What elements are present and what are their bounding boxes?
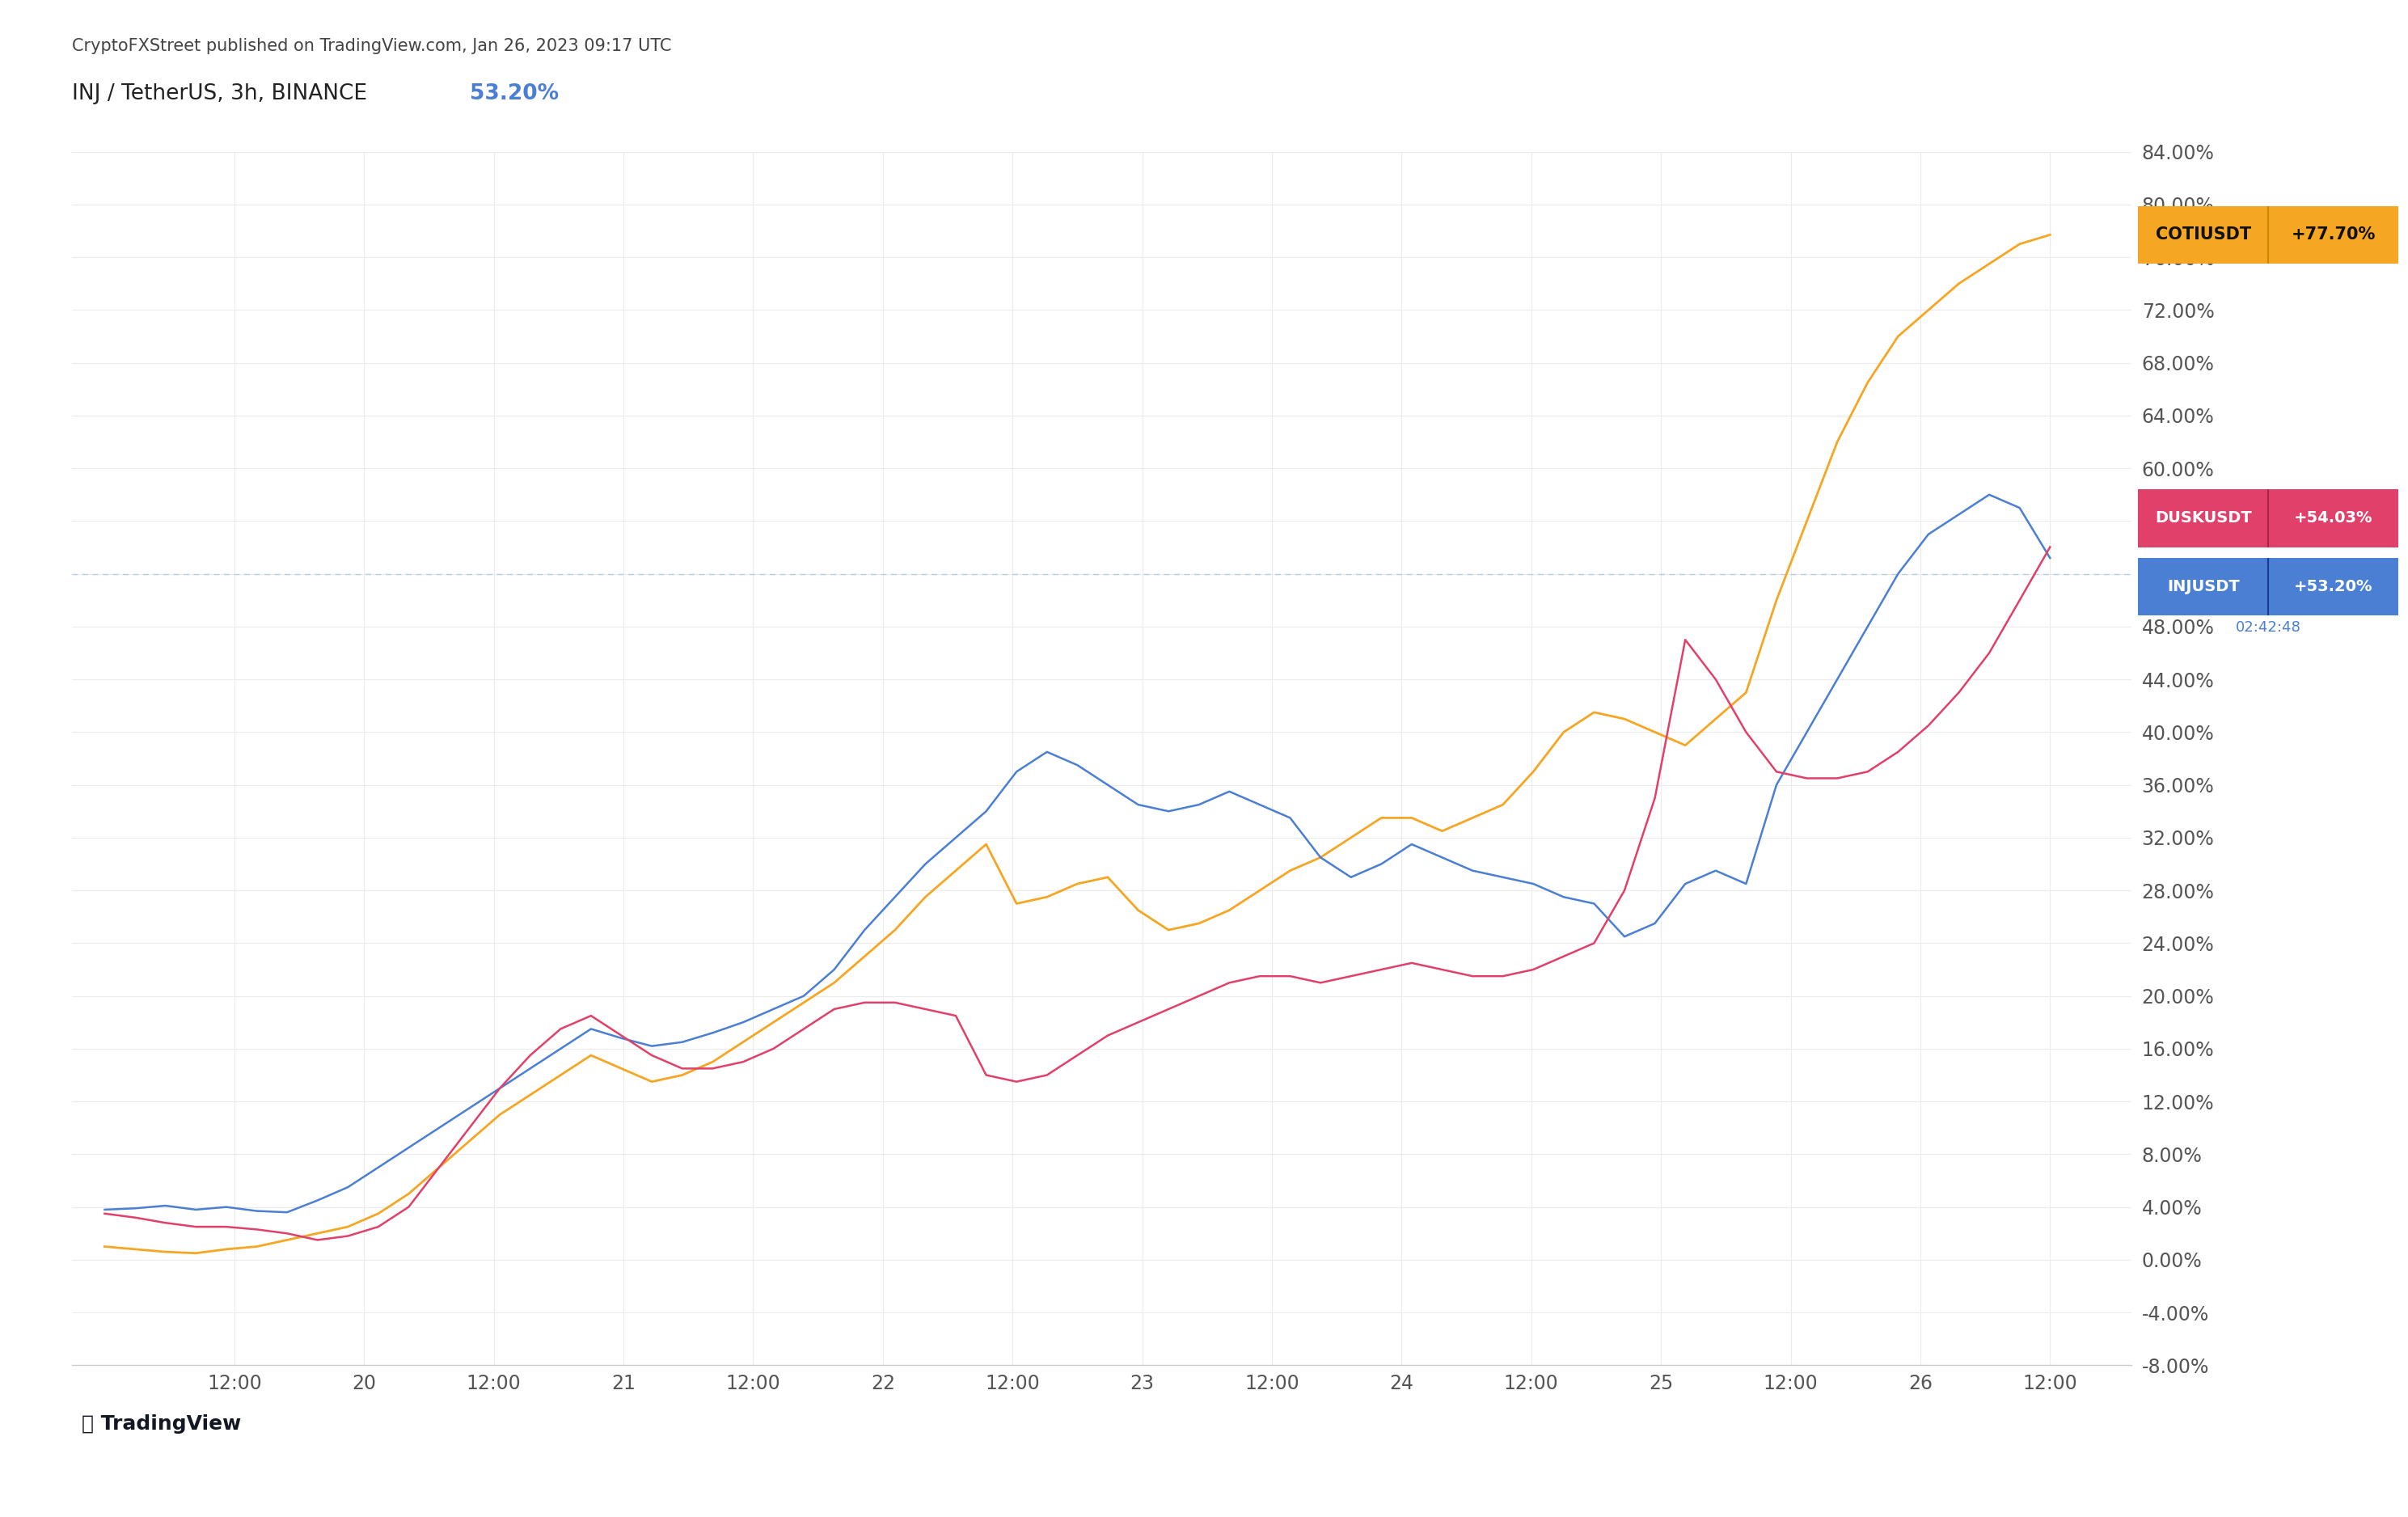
Text: +53.20%: +53.20% — [2295, 579, 2372, 595]
Text: INJUSDT: INJUSDT — [2167, 579, 2239, 595]
Text: CryptoFXStreet published on TradingView.com, Jan 26, 2023 09:17 UTC: CryptoFXStreet published on TradingView.… — [72, 38, 672, 55]
Text: COTIUSDT: COTIUSDT — [2155, 226, 2251, 243]
Text: +54.03%: +54.03% — [2295, 511, 2372, 526]
Text: DUSKUSDT: DUSKUSDT — [2155, 511, 2251, 526]
Text: INJ / TetherUS, 3h, BINANCE: INJ / TetherUS, 3h, BINANCE — [72, 83, 380, 105]
Text: ⧈ TradingView: ⧈ TradingView — [82, 1414, 241, 1434]
Text: 53.20%: 53.20% — [470, 83, 559, 105]
Text: 02:42:48: 02:42:48 — [2235, 620, 2302, 634]
Text: +77.70%: +77.70% — [2290, 226, 2377, 243]
